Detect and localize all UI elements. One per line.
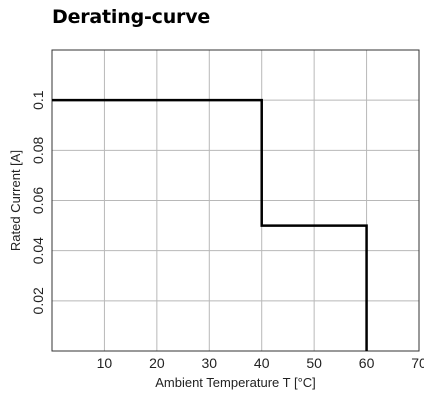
x-tick-label-1: 20 xyxy=(149,355,165,371)
derating-curve-line xyxy=(52,98,368,351)
grid xyxy=(52,50,420,351)
y-tick-label-0: 0.02 xyxy=(30,287,46,314)
y-axis-label: Rated Current [A] xyxy=(8,150,23,251)
x-tick-label-3: 40 xyxy=(254,355,270,371)
y-tick-labels: 0.02 0.04 0.06 0.08 0.1 xyxy=(30,90,46,314)
x-axis-label: Ambient Temperature T [°C] xyxy=(155,375,316,390)
y-tick-label-2: 0.06 xyxy=(30,187,46,214)
x-tick-label-0: 10 xyxy=(97,355,113,371)
x-tick-label-5: 60 xyxy=(359,355,375,371)
plot-frame xyxy=(51,49,420,352)
y-tick-label-3: 0.08 xyxy=(30,136,46,163)
x-tick-label-6: 70 xyxy=(411,355,424,371)
y-tick-label-4: 0.1 xyxy=(30,90,46,110)
x-tick-label-2: 30 xyxy=(201,355,217,371)
x-tick-label-4: 50 xyxy=(306,355,322,371)
chart-title: Derating-curve xyxy=(52,6,211,28)
y-tick-label-1: 0.04 xyxy=(30,237,46,264)
x-tick-labels: 10 20 30 40 50 60 70 xyxy=(97,355,424,371)
